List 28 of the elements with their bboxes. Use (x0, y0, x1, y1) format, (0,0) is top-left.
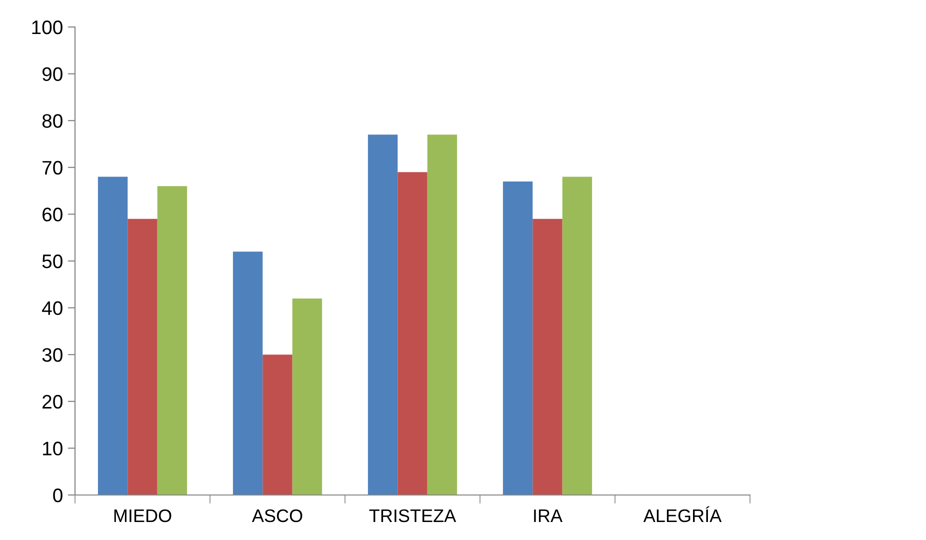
y-tick-label: 50 (42, 254, 62, 268)
bar (427, 134, 458, 495)
x-tick-label: TRISTEZA (369, 509, 456, 522)
y-tick-label: 0 (53, 488, 62, 502)
y-tick-label: 60 (42, 208, 62, 222)
bar (232, 252, 263, 495)
y-tick-label: 10 (43, 442, 62, 456)
bar (562, 176, 592, 495)
y-tick-label: 90 (42, 67, 62, 82)
y-tick-label: 20 (42, 394, 62, 409)
bar (368, 134, 398, 495)
bar (532, 218, 562, 495)
x-tick-label: ALEGRÍA (643, 506, 722, 522)
y-tick-label: 80 (42, 114, 62, 128)
y-tick-label: 70 (42, 160, 62, 175)
bar (128, 218, 158, 495)
bar (292, 298, 322, 495)
y-tick-label: 40 (42, 301, 62, 316)
x-tick-label: MIEDO (114, 509, 172, 522)
y-tick-label: 30 (42, 348, 62, 362)
bar (502, 181, 533, 495)
bar (157, 186, 188, 495)
x-tick-label: ASCO (252, 509, 302, 522)
x-tick-label: IRA (534, 510, 563, 522)
bar (262, 354, 292, 495)
bar (398, 172, 428, 495)
bar (98, 176, 128, 495)
y-tick-label: 100 (32, 20, 62, 34)
